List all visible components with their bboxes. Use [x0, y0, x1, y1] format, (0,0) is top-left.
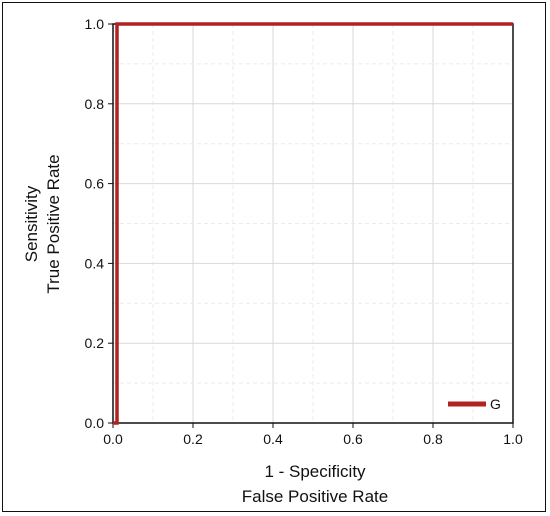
series-line-g: [113, 22, 513, 425]
legend-label-g: G: [490, 396, 501, 412]
ticks: 0.0 0.2 0.4 0.6 0.8 1.0 0.0 0.2 0.4 0.6 0.8 1.0: [85, 16, 523, 447]
y-tick-label: 0.2: [85, 335, 105, 351]
y-tick-label: 0.6: [85, 176, 105, 192]
x-tick-label: 1.0: [503, 431, 523, 447]
x-tick-label: 0.2: [183, 431, 203, 447]
x-tick-label: 0.4: [263, 431, 283, 447]
y-axis-title-line2: True Positive Rate: [44, 154, 63, 293]
y-tick-label: 1.0: [85, 16, 105, 32]
legend: G: [448, 396, 501, 412]
y-tick-label: 0.8: [85, 96, 105, 112]
y-tick-label: 0.0: [85, 415, 105, 431]
x-tick-label: 0.0: [103, 431, 123, 447]
x-tick-label: 0.8: [423, 431, 443, 447]
chart-frame: [2, 2, 546, 512]
grid: [113, 24, 513, 423]
x-axis-title-line1: 1 - Specificity: [264, 462, 366, 481]
y-axis-title-line1: Sensitivity: [22, 185, 41, 262]
x-axis-title-line2: False Positive Rate: [242, 487, 388, 506]
x-tick-label: 0.6: [343, 431, 363, 447]
series: [113, 22, 513, 425]
y-tick-label: 0.4: [85, 255, 105, 271]
